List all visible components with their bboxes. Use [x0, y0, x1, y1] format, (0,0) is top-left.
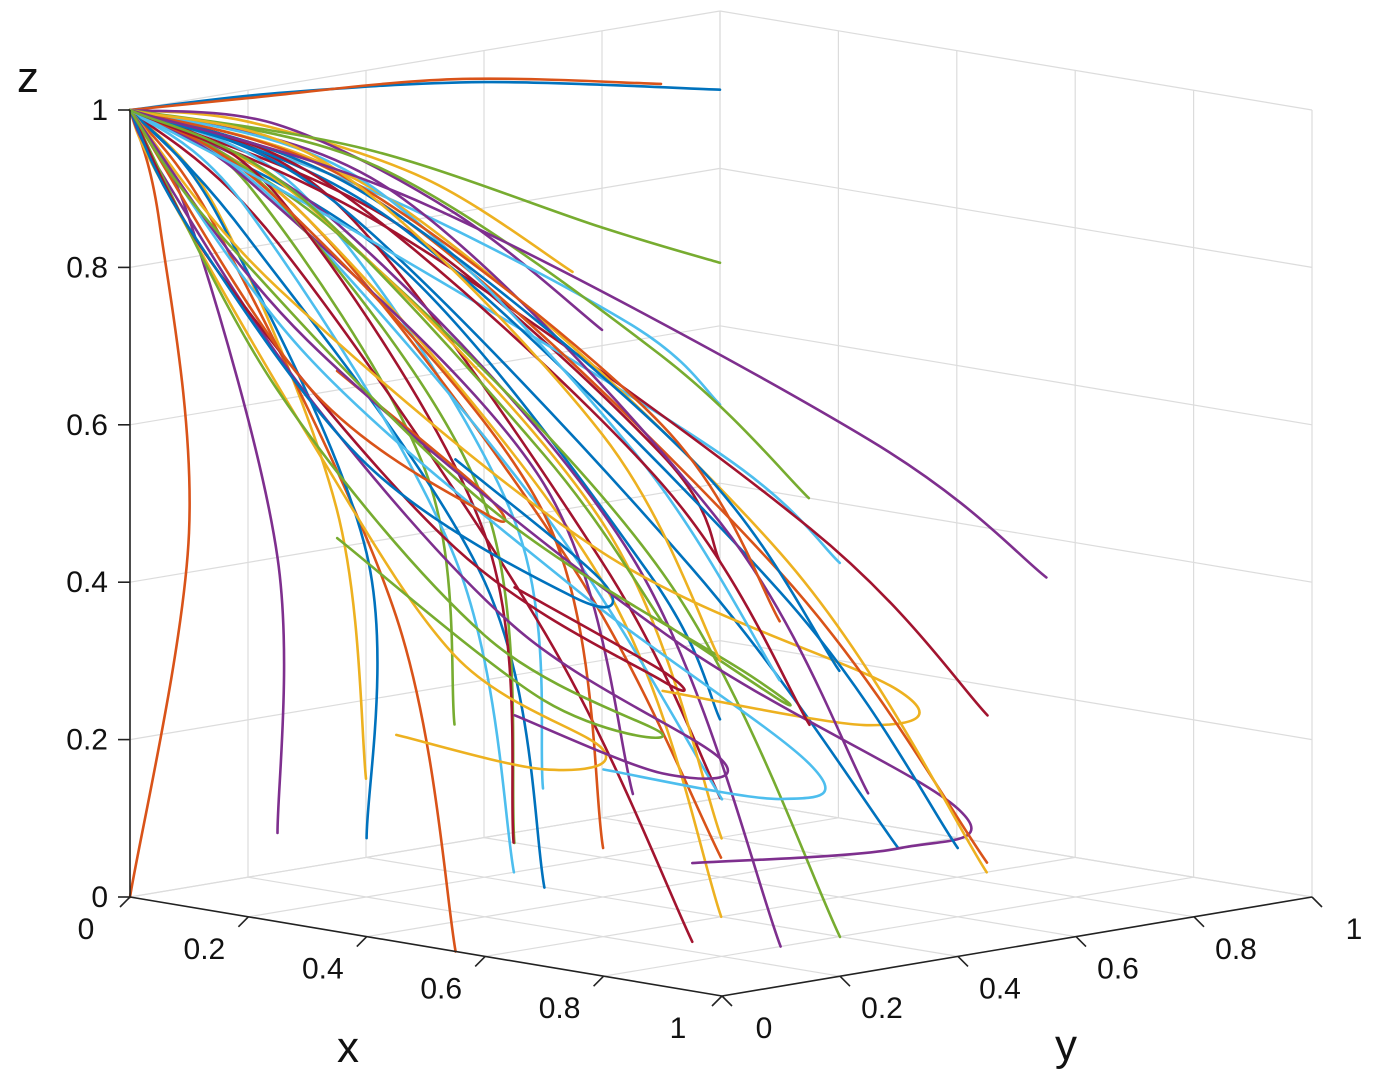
gridline — [129, 482, 721, 583]
x-tick-mark — [237, 916, 249, 928]
gridline — [719, 797, 1313, 898]
y-tick-label: 0.2 — [861, 992, 903, 1025]
trajectory-line — [128, 108, 781, 623]
trajectory-line — [128, 108, 722, 662]
y-tick-mark — [957, 955, 969, 967]
trajectory-line — [128, 108, 457, 953]
trajectory-line — [128, 108, 792, 707]
gridline — [601, 817, 1195, 918]
trajectory-line — [128, 108, 959, 850]
y-tick-mark — [1075, 936, 1087, 948]
x-tick-label: 0.8 — [539, 992, 581, 1025]
y-tick-mark — [721, 995, 733, 1007]
gridline — [719, 10, 1313, 111]
gridline — [719, 167, 1313, 268]
gridline — [129, 640, 721, 741]
x-tick-label: 0 — [78, 913, 95, 946]
y-axis-label: y — [1055, 1021, 1077, 1070]
gridline — [603, 876, 1194, 977]
trajectory-line — [128, 108, 507, 523]
x-axis-line — [129, 896, 723, 997]
trajectory-line — [128, 108, 574, 274]
y-tick-label: 0.6 — [1097, 953, 1139, 986]
x-tick-mark — [593, 975, 605, 987]
trajectory-line — [128, 77, 663, 112]
gridline — [129, 10, 721, 111]
gridline — [719, 482, 1313, 583]
x-axis-label: x — [337, 1023, 359, 1072]
y-tick-mark — [1311, 896, 1323, 908]
x-tick-label: 0.2 — [184, 933, 226, 966]
trajectory-line — [128, 108, 842, 565]
z-axis-label: z — [17, 53, 39, 102]
z-tick-label: 0.2 — [66, 724, 108, 757]
trajectory-line — [128, 108, 546, 889]
trajectory-line — [128, 108, 605, 850]
y-tick-label: 0 — [756, 1012, 773, 1045]
trajectory-line — [128, 108, 379, 840]
gridline — [719, 640, 1313, 741]
trajectory-series — [128, 77, 1048, 953]
x-tick-mark — [119, 896, 131, 908]
trajectory-line — [128, 108, 722, 265]
gridline — [483, 837, 1077, 938]
z-tick-label: 1 — [91, 94, 108, 127]
z-tick-label: 0.8 — [66, 251, 108, 284]
trajectory-line — [128, 108, 694, 944]
trajectory-line — [128, 108, 664, 623]
z-tick-label: 0.6 — [66, 409, 108, 442]
tick-labels: 0 0.2 0.4 0.6 0.8 1 0 0.2 0.4 0.6 0.8 1 0 0.2 0.4 0.6 0.… — [66, 94, 1362, 1045]
trajectory-line — [128, 108, 1048, 579]
axis-box — [129, 110, 1313, 997]
y-axis-line — [721, 896, 1313, 997]
z-tick-label: 0.4 — [66, 566, 108, 599]
trajectory-line — [128, 108, 827, 801]
trajectory-line — [128, 108, 723, 859]
x-tick-label: 0.4 — [302, 953, 344, 986]
y-tick-mark — [839, 975, 851, 987]
trajectory-line — [128, 108, 730, 780]
trajectory-line — [128, 108, 516, 874]
trajectory-line — [128, 108, 191, 899]
trajectory-line — [128, 108, 665, 740]
x-tick-label: 1 — [670, 1012, 687, 1045]
x-tick-mark — [711, 995, 723, 1007]
trajectory-line — [128, 108, 545, 790]
x-tick-mark — [474, 955, 486, 967]
y-tick-label: 0.8 — [1215, 933, 1257, 966]
trajectory-line — [128, 108, 615, 609]
gridline — [129, 325, 721, 426]
trajectory-line — [128, 108, 635, 796]
gridline — [719, 325, 1313, 426]
trajectory-line — [128, 108, 921, 727]
trajectory-line — [128, 108, 781, 682]
gridline — [248, 817, 839, 918]
y-tick-label: 0.4 — [979, 972, 1021, 1005]
y-tick-mark — [1193, 916, 1205, 928]
x-tick-label: 0.6 — [420, 972, 462, 1005]
x-tick-mark — [356, 936, 368, 948]
trajectory-line — [128, 80, 722, 112]
gridline — [129, 797, 721, 898]
gridline — [365, 856, 959, 957]
gridline — [485, 856, 1076, 957]
y-tick-label: 1 — [1346, 913, 1363, 946]
trajectory-line — [128, 108, 973, 865]
z-tick-label: 0 — [91, 881, 108, 914]
gridline — [247, 876, 841, 977]
